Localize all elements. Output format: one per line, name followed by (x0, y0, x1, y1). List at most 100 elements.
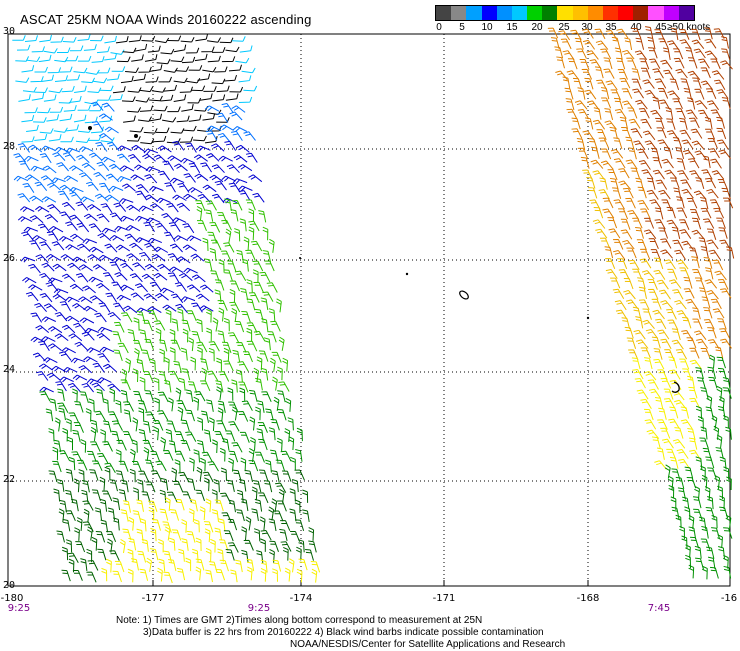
wind-barb (626, 247, 637, 259)
wind-barb (97, 326, 113, 333)
wind-barb (43, 94, 57, 102)
wind-barb (137, 479, 144, 493)
wind-barb (666, 309, 677, 320)
wind-barb (144, 194, 159, 203)
wind-barb (77, 34, 91, 41)
wind-barb (160, 437, 167, 452)
wind-barb (700, 207, 712, 219)
wind-barb (726, 476, 732, 491)
wind-barb (228, 182, 241, 193)
wind-barb (38, 223, 51, 234)
wind-barb (726, 246, 735, 259)
wind-barb (204, 528, 211, 543)
wind-barb (222, 341, 232, 354)
wind-barb (120, 379, 131, 391)
wind-barb (616, 57, 626, 70)
wind-barb (61, 201, 76, 211)
wind-barb (260, 367, 269, 381)
color-scale-bar (435, 5, 695, 21)
wind-barb (131, 54, 144, 62)
wind-barb (125, 67, 139, 73)
color-scale-swatch (527, 6, 543, 20)
wind-barb (46, 372, 61, 381)
wind-barb (68, 456, 76, 471)
wind-barb (15, 77, 30, 83)
wind-barb (220, 250, 232, 262)
wind-barb (632, 368, 644, 380)
wind-barb (22, 277, 37, 284)
wind-barb (197, 73, 211, 81)
wind-barb (225, 430, 236, 442)
wind-barb (94, 312, 107, 323)
wind-barb (195, 558, 205, 571)
color-scale-swatch (618, 6, 634, 20)
wind-barb (658, 289, 671, 300)
wind-barb (223, 242, 235, 253)
wind-barb (35, 206, 50, 213)
wind-barb (241, 258, 249, 272)
wind-barb (88, 223, 102, 233)
wind-barb (717, 367, 727, 380)
wind-barb (147, 237, 162, 244)
wind-barb (31, 46, 45, 53)
wind-barb (215, 380, 224, 393)
wind-barb (218, 259, 225, 273)
wind-barb (581, 68, 593, 80)
wind-barb (295, 449, 303, 462)
wind-barb (688, 57, 698, 69)
wind-barb (97, 95, 112, 101)
wind-barb (164, 182, 176, 193)
wind-barb (615, 309, 628, 320)
wind-barb (182, 223, 195, 234)
wind-barb (268, 518, 277, 531)
wind-barb (218, 155, 233, 162)
wind-barb (631, 357, 641, 370)
wind-barb (654, 29, 665, 40)
wind-barb (135, 283, 148, 293)
wind-barb (217, 212, 228, 223)
wind-barb (679, 117, 688, 130)
wind-barb (79, 196, 95, 203)
wind-barb (46, 114, 60, 122)
wind-barb (76, 243, 91, 252)
lat-label-22: 22 (3, 474, 16, 485)
wind-barb (667, 268, 678, 280)
wind-barb (111, 66, 126, 72)
wind-barb (75, 273, 89, 283)
wind-barb (610, 149, 624, 159)
wind-barb (113, 202, 127, 212)
wind-barb (628, 118, 641, 129)
wind-barb (144, 242, 158, 252)
wind-barb (677, 170, 689, 181)
wind-barb (277, 390, 286, 403)
wind-barb (605, 258, 616, 269)
wind-barb (143, 221, 155, 233)
wind-barb (51, 177, 66, 184)
wind-barb (252, 269, 259, 283)
wind-barb (128, 537, 137, 551)
wind-barb (592, 119, 606, 130)
wind-barb (188, 114, 202, 122)
wind-barb (635, 177, 644, 190)
wind-barb (94, 507, 102, 521)
wind-barb (214, 66, 228, 73)
wind-barb (711, 527, 720, 539)
wind-barb (61, 569, 71, 582)
wind-barb (182, 125, 197, 132)
wind-barb (220, 492, 231, 504)
wind-barb (248, 447, 255, 463)
wind-barb (205, 569, 213, 583)
wind-barb (253, 367, 260, 382)
wind-barb (715, 447, 724, 460)
wind-barb (200, 380, 211, 392)
wind-barb (219, 124, 234, 131)
wind-barb (141, 538, 149, 552)
wind-barb (691, 256, 700, 269)
wind-barb (631, 28, 642, 39)
wind-barb (118, 198, 134, 205)
wind-barb (663, 146, 673, 159)
wind-barb (311, 568, 318, 583)
wind-barb (704, 116, 713, 130)
wind-barb (164, 379, 172, 393)
wind-barb (622, 187, 634, 199)
